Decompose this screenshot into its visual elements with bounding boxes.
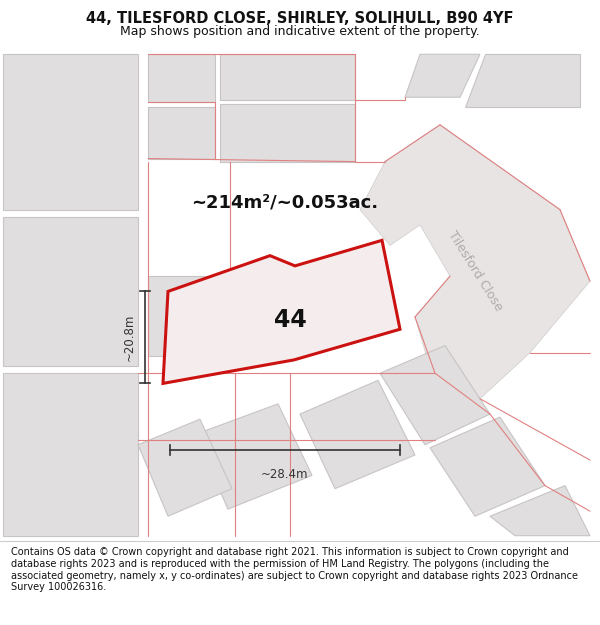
Text: 44, TILESFORD CLOSE, SHIRLEY, SOLIHULL, B90 4YF: 44, TILESFORD CLOSE, SHIRLEY, SOLIHULL, … <box>86 11 514 26</box>
Polygon shape <box>430 417 545 516</box>
Polygon shape <box>465 54 580 107</box>
Polygon shape <box>405 54 480 98</box>
Text: 44: 44 <box>274 308 307 332</box>
Polygon shape <box>220 54 355 100</box>
Polygon shape <box>195 404 312 509</box>
Polygon shape <box>380 346 490 445</box>
Text: Contains OS data © Crown copyright and database right 2021. This information is : Contains OS data © Crown copyright and d… <box>11 548 578 592</box>
Text: ~214m²/~0.053ac.: ~214m²/~0.053ac. <box>191 194 379 211</box>
Text: ~20.8m: ~20.8m <box>122 314 136 361</box>
Text: Tilesford Close: Tilesford Close <box>445 229 505 313</box>
Polygon shape <box>148 276 230 356</box>
Polygon shape <box>300 381 415 489</box>
Polygon shape <box>148 54 215 102</box>
Text: Map shows position and indicative extent of the property.: Map shows position and indicative extent… <box>120 26 480 39</box>
Polygon shape <box>3 217 138 366</box>
Polygon shape <box>490 486 590 536</box>
Text: ~28.4m: ~28.4m <box>261 468 309 481</box>
Polygon shape <box>220 104 355 162</box>
Polygon shape <box>360 125 590 399</box>
Polygon shape <box>3 54 138 209</box>
Polygon shape <box>148 107 215 159</box>
Polygon shape <box>138 419 232 516</box>
Polygon shape <box>3 373 138 536</box>
Polygon shape <box>163 241 400 383</box>
